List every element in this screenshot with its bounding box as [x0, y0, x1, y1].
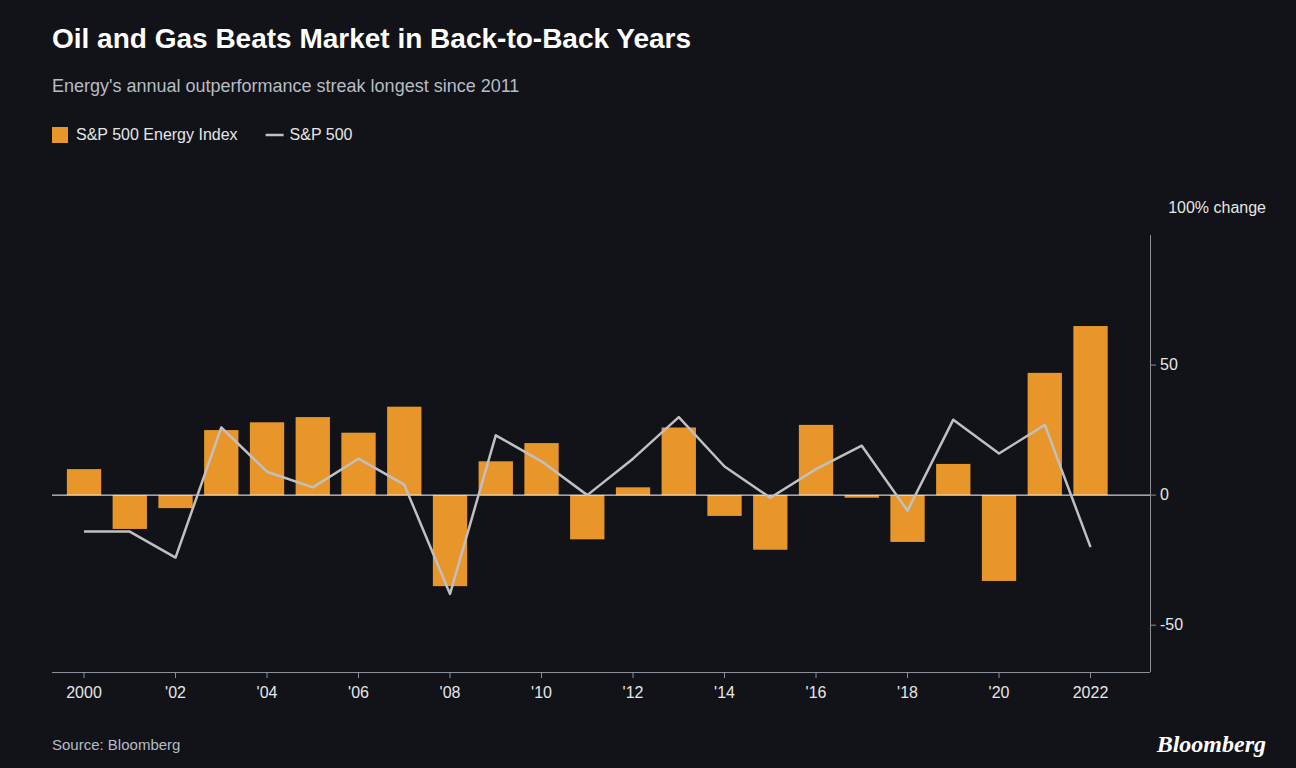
bar-series	[67, 326, 1108, 586]
y-tick	[1150, 625, 1156, 626]
bar	[1073, 326, 1107, 495]
x-tick-label: '12	[623, 684, 644, 701]
bar	[936, 464, 970, 495]
x-tick-label: '02	[165, 684, 186, 701]
x-axis-line	[52, 672, 1150, 673]
x-tick	[267, 672, 268, 678]
x-tick	[358, 672, 359, 678]
axes: -50 0 50 2000 '02 '04 '06 '08 '10 '12 '14 '16 '18 '20…	[52, 235, 1183, 701]
x-tick	[450, 672, 451, 678]
legend-swatch	[52, 127, 68, 143]
line	[84, 417, 1091, 594]
y-tick	[1150, 495, 1156, 496]
x-tick	[816, 672, 817, 678]
x-tick-label: '20	[989, 684, 1010, 701]
legend-swatch	[266, 134, 284, 137]
y-axis-label: 100% change	[1168, 199, 1266, 216]
bar	[707, 495, 741, 516]
x-tick	[1090, 672, 1091, 678]
x-tick	[633, 672, 634, 678]
bar	[616, 487, 650, 495]
x-tick	[907, 672, 908, 678]
title: Oil and Gas Beats Market in Back-to-Back…	[52, 23, 691, 54]
bar	[67, 469, 101, 495]
x-tick-label: '04	[257, 684, 278, 701]
x-tick-label: '06	[348, 684, 369, 701]
x-tick	[84, 672, 85, 678]
bar	[662, 427, 696, 495]
x-tick-label: '14	[714, 684, 735, 701]
marks	[52, 326, 1150, 594]
bar	[341, 433, 375, 495]
bar	[433, 495, 467, 586]
x-tick	[999, 672, 1000, 678]
subtitle: Energy's annual outperformance streak lo…	[52, 76, 519, 96]
zero-line	[52, 495, 1150, 496]
source: Source: Bloomberg	[52, 736, 180, 753]
bar	[158, 495, 192, 508]
y-tick-label: 0	[1160, 486, 1169, 503]
y-tick-label: -50	[1160, 616, 1183, 633]
bar	[570, 495, 604, 539]
legend-label: S&P 500 Energy Index	[76, 126, 238, 143]
x-tick-label: 2000	[66, 684, 102, 701]
bar	[982, 495, 1016, 581]
background	[0, 0, 1296, 768]
bar	[753, 495, 787, 550]
bar	[1028, 373, 1062, 495]
x-tick-label: '16	[806, 684, 827, 701]
x-tick-label: '08	[440, 684, 461, 701]
watermark: Bloomberg	[1156, 731, 1266, 757]
bar	[387, 407, 421, 495]
bar	[113, 495, 147, 529]
y-tick-label: 50	[1160, 356, 1178, 373]
x-tick-label: '10	[531, 684, 552, 701]
x-tick-label: 2022	[1073, 684, 1109, 701]
bar	[799, 425, 833, 495]
x-tick	[724, 672, 725, 678]
x-tick-label: '18	[897, 684, 918, 701]
y-axis-line	[1150, 235, 1151, 672]
y-tick	[1150, 365, 1156, 366]
legend-label: S&P 500	[290, 126, 353, 143]
bar	[890, 495, 924, 542]
legend: S&P 500 Energy Index S&P 500	[52, 126, 353, 143]
chart-container: Oil and Gas Beats Market in Back-to-Back…	[0, 0, 1296, 768]
chart: Oil and Gas Beats Market in Back-to-Back…	[0, 0, 1296, 768]
x-tick	[541, 672, 542, 678]
x-tick	[175, 672, 176, 678]
